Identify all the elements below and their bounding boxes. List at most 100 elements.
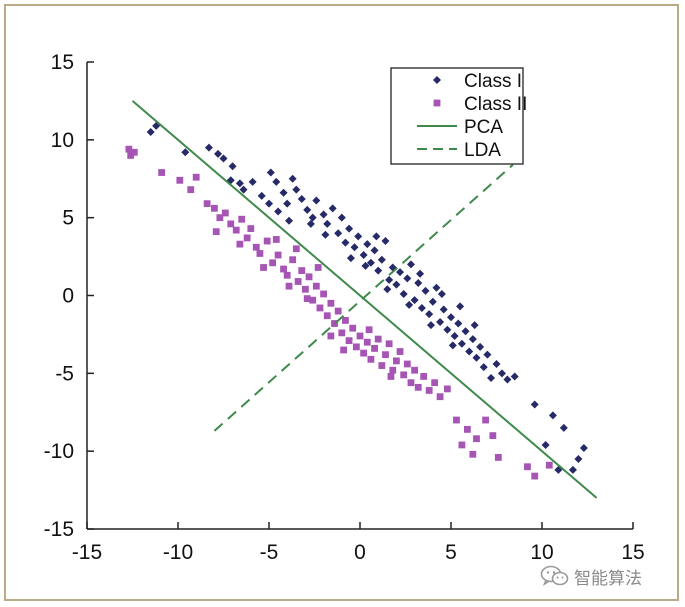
class-i-point bbox=[374, 266, 383, 275]
class-ii-point bbox=[274, 251, 282, 259]
class-i-point bbox=[405, 300, 414, 309]
class-ii-point bbox=[176, 176, 184, 184]
class-ii-point bbox=[453, 416, 460, 424]
class-ii-point bbox=[320, 290, 327, 298]
class-ii-point bbox=[238, 215, 246, 223]
class-ii-point bbox=[411, 366, 418, 374]
class-ii-point bbox=[363, 338, 371, 346]
class-ii-point bbox=[356, 332, 364, 340]
class-ii-point bbox=[371, 345, 378, 352]
class-ii-point bbox=[232, 226, 240, 234]
lda-line bbox=[213, 163, 514, 432]
class-i-point bbox=[146, 128, 155, 137]
class-i-point bbox=[285, 216, 294, 225]
class-ii-point bbox=[285, 282, 293, 290]
class-i-point bbox=[219, 154, 228, 163]
class-i-point bbox=[308, 213, 317, 222]
class-ii-point bbox=[545, 461, 553, 469]
class-ii-point bbox=[252, 243, 260, 251]
class-i-point bbox=[510, 372, 519, 381]
class-i-point bbox=[468, 335, 477, 344]
class-i-point bbox=[457, 339, 466, 348]
class-i-point bbox=[383, 285, 392, 294]
series-layer bbox=[125, 100, 598, 499]
class-i-point bbox=[574, 454, 583, 463]
class-ii-point bbox=[473, 435, 480, 443]
class-i-point bbox=[476, 342, 485, 351]
class-i-point bbox=[503, 375, 512, 384]
class-i-point bbox=[181, 148, 190, 157]
class-i-point bbox=[214, 149, 223, 158]
class-i-point bbox=[456, 302, 465, 311]
legend-label-pca: PCA bbox=[464, 117, 503, 138]
class-i-point bbox=[437, 289, 446, 298]
class-ii-point bbox=[303, 295, 311, 303]
class-i-point bbox=[479, 363, 488, 372]
class-ii-point bbox=[382, 351, 389, 359]
x-tick-label: 15 bbox=[621, 541, 644, 564]
class-i-point bbox=[370, 246, 379, 255]
class-i-point bbox=[283, 199, 292, 208]
class-i-point bbox=[337, 213, 346, 222]
class-ii-point bbox=[236, 240, 244, 248]
legend-label-class-i: Class I bbox=[464, 71, 522, 92]
legend-label-class-ii: Class II bbox=[464, 94, 527, 115]
y-tick-label: 15 bbox=[51, 51, 74, 74]
class-i-point bbox=[472, 353, 481, 362]
class-ii-point bbox=[436, 393, 444, 401]
class-ii-point bbox=[349, 324, 357, 332]
class-i-point bbox=[361, 261, 370, 270]
x-tick-label: -15 bbox=[72, 541, 102, 564]
class-i-point bbox=[228, 162, 237, 171]
class-i-point bbox=[559, 423, 568, 432]
class-i-point bbox=[465, 347, 474, 356]
class-ii-point bbox=[338, 329, 346, 337]
class-ii-point bbox=[305, 273, 313, 281]
class-ii-point bbox=[469, 450, 477, 458]
class-i-point bbox=[439, 305, 448, 314]
class-ii-point bbox=[352, 343, 360, 351]
class-i-point bbox=[204, 143, 213, 152]
class-i-point bbox=[272, 177, 281, 186]
class-ii-point bbox=[374, 335, 382, 343]
x-tick-label: -5 bbox=[260, 541, 279, 564]
class-ii-point bbox=[269, 259, 277, 267]
class-ii-point bbox=[221, 209, 229, 217]
class-i-point bbox=[292, 185, 301, 194]
class-i-point bbox=[345, 224, 354, 233]
class-i-point bbox=[428, 297, 437, 306]
class-ii-point bbox=[387, 373, 395, 380]
class-i-points bbox=[146, 121, 588, 474]
class-i-point bbox=[321, 230, 330, 239]
class-ii-point bbox=[331, 320, 338, 327]
class-i-point bbox=[354, 232, 363, 241]
class-i-point bbox=[483, 350, 492, 359]
class-ii-point bbox=[342, 317, 349, 324]
class-i-point bbox=[328, 204, 337, 213]
class-ii-point bbox=[531, 472, 539, 480]
chart-frame bbox=[4, 4, 679, 601]
class-i-point bbox=[306, 219, 315, 228]
legend-swatch-class-ii bbox=[433, 99, 441, 107]
class-ii-point bbox=[263, 237, 271, 245]
class-i-point bbox=[274, 207, 283, 216]
class-i-point bbox=[248, 177, 257, 186]
legend-label-lda: LDA bbox=[464, 140, 501, 161]
class-ii-point bbox=[407, 379, 415, 387]
y-tick-label: -15 bbox=[44, 518, 74, 541]
class-ii-point bbox=[393, 357, 400, 365]
x-tick-label: 0 bbox=[354, 541, 366, 564]
class-i-point bbox=[399, 289, 408, 298]
class-ii-point bbox=[247, 225, 255, 232]
class-i-point bbox=[530, 400, 539, 409]
class-ii-point bbox=[365, 326, 373, 334]
class-i-point bbox=[312, 196, 321, 205]
y-tick-label: -10 bbox=[44, 440, 74, 463]
class-ii-point bbox=[345, 337, 353, 345]
class-ii-point bbox=[403, 360, 411, 368]
class-ii-point bbox=[216, 214, 224, 222]
class-ii-point bbox=[314, 264, 322, 271]
class-ii-point bbox=[212, 228, 220, 236]
class-ii-point bbox=[385, 340, 393, 348]
class-ii-point bbox=[294, 278, 302, 285]
